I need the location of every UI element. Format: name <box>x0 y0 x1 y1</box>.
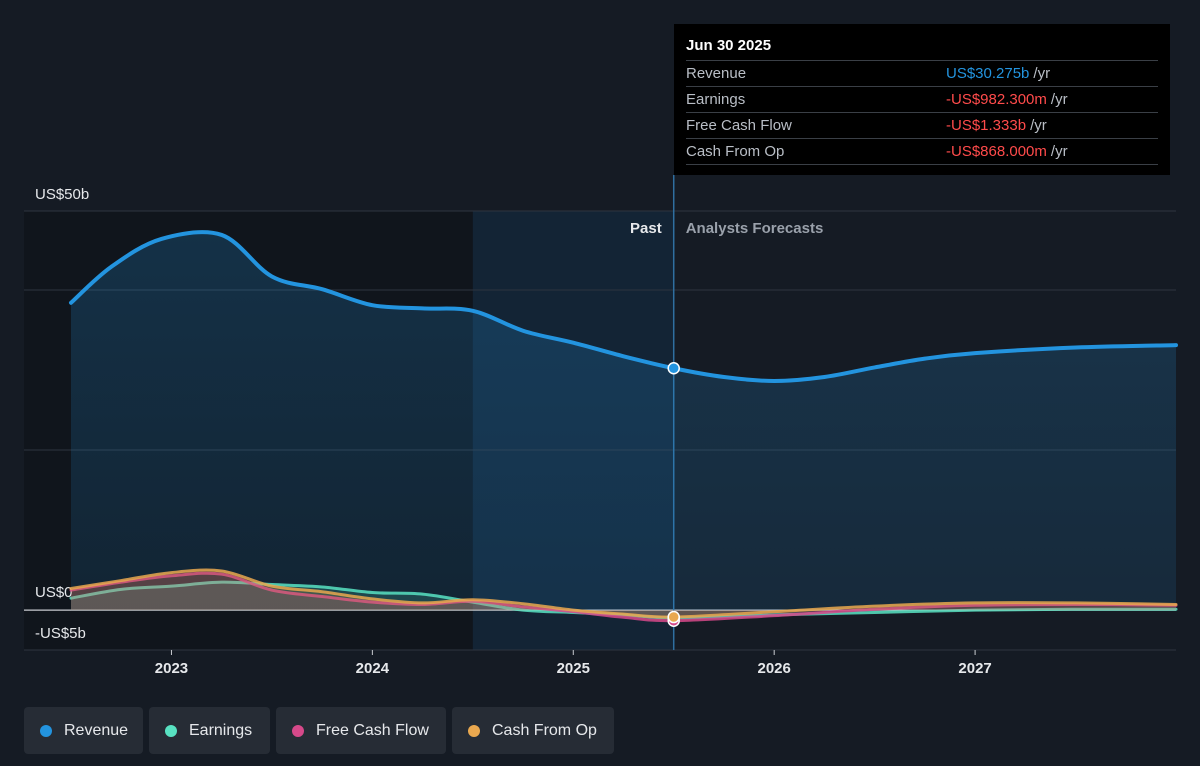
tooltip-row-revenue: Revenue US$30.275b/yr <box>686 60 1158 86</box>
legend-dot-icon <box>165 724 177 737</box>
tooltip-label: Revenue <box>686 65 747 82</box>
tooltip-value-earnings: -US$982.300m/yr <box>946 87 1068 112</box>
marker-cash-from-op <box>667 610 680 624</box>
tooltip-value: -US$868.000m <box>946 143 1047 160</box>
series-line-revenue <box>69 230 1178 384</box>
tooltip-unit: /yr <box>1050 143 1068 160</box>
series-area-revenue <box>71 232 1176 611</box>
legend-dot-icon <box>40 724 52 737</box>
tooltip-value-cash-from-op: -US$868.000m/yr <box>946 139 1068 164</box>
tooltip-date: Jun 30 2025 <box>686 37 772 54</box>
legend-item-revenue[interactable]: Revenue <box>24 707 143 754</box>
legend-item-earnings[interactable]: Earnings <box>149 707 270 754</box>
tooltip-unit: /yr <box>1033 65 1051 82</box>
x-tick-label: 2026 <box>757 660 790 677</box>
x-tick-label: 2023 <box>155 660 188 677</box>
tooltip-label: Free Cash Flow <box>686 117 792 134</box>
tooltip-value-free-cash-flow: -US$1.333b/yr <box>946 113 1047 138</box>
tooltip-row-free-cash-flow: Free Cash Flow -US$1.333b/yr <box>686 112 1158 138</box>
legend-label: Cash From Op <box>492 721 597 739</box>
tooltip-value: US$30.275b <box>946 65 1030 82</box>
tooltip-unit: /yr <box>1030 117 1047 134</box>
series-line-free-cash-flow <box>69 571 1178 623</box>
tooltip-value: -US$1.333b <box>946 117 1027 134</box>
tooltip: Jun 30 2025 Revenue US$30.275b/yr Earnin… <box>674 24 1170 175</box>
legend-dot-icon <box>468 724 480 737</box>
tooltip-label: Cash From Op <box>686 143 785 160</box>
tooltip-unit: /yr <box>1050 91 1068 108</box>
tooltip-value-revenue: US$30.275b/yr <box>946 61 1050 86</box>
tooltip-value: -US$982.300m <box>946 91 1047 108</box>
x-tick-label: 2024 <box>356 660 390 677</box>
x-tick-label: 2025 <box>557 660 590 677</box>
legend-label: Revenue <box>64 721 129 739</box>
tooltip-label: Earnings <box>686 91 746 108</box>
forecast-label: Analysts Forecasts <box>686 220 824 237</box>
y-tick-label: US$0 <box>35 584 73 601</box>
legend-item-cash-from-op[interactable]: Cash From Op <box>452 707 614 754</box>
legend-dot-icon <box>292 724 304 737</box>
legend-label: Free Cash Flow <box>316 721 429 739</box>
past-label: Past <box>630 220 662 237</box>
tooltip-row-earnings: Earnings -US$982.300m/yr <box>686 86 1158 112</box>
tooltip-row-cash-from-op: Cash From Op -US$868.000m/yr <box>686 138 1158 165</box>
x-tick-label: 2027 <box>958 660 991 677</box>
marker-revenue <box>667 361 680 375</box>
y-tick-label: US$50b <box>35 186 89 203</box>
series-line-cash-from-op <box>69 568 1178 619</box>
legend-label: Earnings <box>189 721 253 739</box>
legend-item-free-cash-flow[interactable]: Free Cash Flow <box>276 707 446 754</box>
y-tick-label: -US$5b <box>35 625 86 642</box>
series-line-earnings <box>69 580 1178 620</box>
